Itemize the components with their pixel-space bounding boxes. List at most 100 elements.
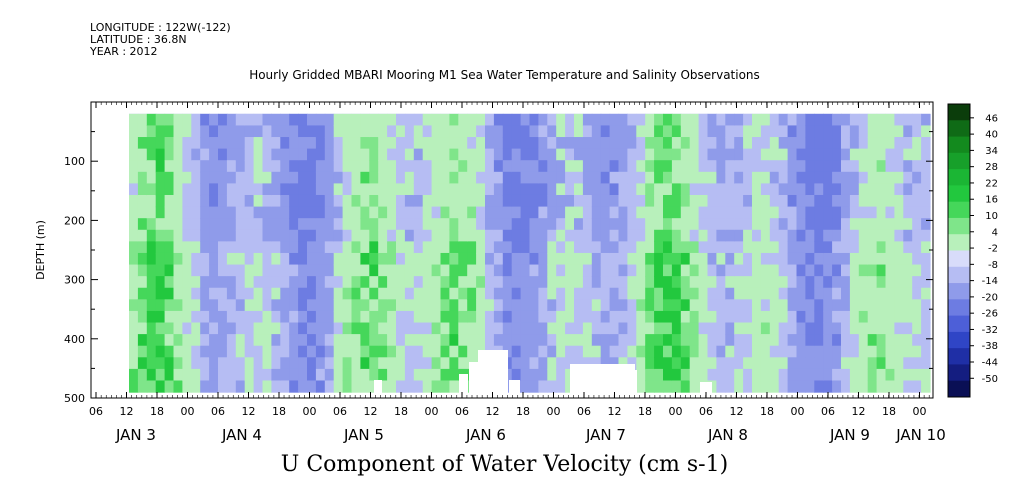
heatmap-cell <box>912 160 922 173</box>
heatmap-cell <box>921 380 931 393</box>
heatmap-cell <box>760 148 771 161</box>
heatmap-cell <box>858 287 869 300</box>
heatmap-cell <box>502 183 513 196</box>
heatmap-cell <box>805 206 815 219</box>
heatmap-cell <box>707 310 717 324</box>
heatmap-cell <box>645 171 655 184</box>
heatmap-cell <box>235 218 246 231</box>
heatmap-cell <box>894 137 904 150</box>
heatmap-cell <box>814 252 824 266</box>
heatmap-cell <box>876 380 887 393</box>
heatmap-cell <box>769 299 780 312</box>
heatmap-cell <box>422 113 433 127</box>
heatmap-cell <box>431 345 442 358</box>
heatmap-cell <box>387 137 397 150</box>
heatmap-cell <box>351 299 361 312</box>
heatmap-cell <box>832 148 842 161</box>
heatmap-cell <box>493 125 504 138</box>
heatmap-cell <box>458 183 468 196</box>
heatmap-cell <box>404 322 415 335</box>
heatmap-cell <box>307 264 317 277</box>
heatmap-cell <box>413 380 424 393</box>
heatmap-cell <box>342 252 353 266</box>
heatmap-cell <box>520 218 531 231</box>
heatmap-cell <box>538 334 548 347</box>
heatmap-cell <box>129 113 139 127</box>
heatmap-cell <box>155 334 166 347</box>
heatmap-cell <box>431 148 442 161</box>
heatmap-cell <box>671 252 682 266</box>
heatmap-cell <box>867 368 878 382</box>
heatmap-cell <box>396 368 406 382</box>
heatmap-cell <box>271 252 281 266</box>
heatmap-cell <box>271 345 281 358</box>
heatmap-cell <box>431 113 442 127</box>
heatmap-cell <box>493 276 504 289</box>
heatmap-cell <box>707 380 717 393</box>
heatmap-cell <box>413 229 424 242</box>
heatmap-cell <box>191 171 201 184</box>
heatmap-cell <box>867 252 878 266</box>
heatmap-cell <box>485 171 495 184</box>
heatmap-cell <box>253 194 264 208</box>
heatmap-cell <box>235 125 246 138</box>
heatmap-cell <box>645 287 655 300</box>
heatmap-cell <box>253 380 264 393</box>
heatmap-cell <box>271 229 281 242</box>
heatmap-cell <box>369 287 379 300</box>
heatmap-cell <box>636 334 646 347</box>
heatmap-cell <box>529 171 539 184</box>
heatmap-cell <box>307 171 317 184</box>
heatmap-cell <box>760 310 771 324</box>
heatmap-cell <box>787 229 798 242</box>
heatmap-cell <box>164 194 175 208</box>
colorbar-swatch <box>948 152 970 170</box>
heatmap-cell <box>218 194 228 208</box>
heatmap-cell <box>476 287 486 300</box>
heatmap-cell <box>823 264 833 277</box>
heatmap-cell <box>805 148 815 161</box>
heatmap-cell <box>529 113 539 127</box>
heatmap-cell <box>591 229 602 242</box>
heatmap-cell <box>663 125 673 138</box>
heatmap-cell <box>493 264 504 277</box>
heatmap-cell <box>218 357 228 370</box>
heatmap-cell <box>253 148 264 161</box>
heatmap-cell <box>609 241 620 254</box>
heatmap-cell <box>636 252 646 266</box>
heatmap-cell <box>404 357 415 370</box>
colorbar-frame <box>947 103 971 398</box>
heatmap-cell <box>805 345 815 358</box>
heatmap-cell <box>396 218 406 231</box>
heatmap-cell <box>271 194 281 208</box>
heatmap-cell <box>876 137 887 150</box>
heatmap-cell <box>155 380 166 393</box>
heatmap-cell <box>627 345 637 358</box>
heatmap-cell <box>796 194 806 208</box>
heatmap-cell <box>351 183 361 196</box>
heatmap-cell <box>894 171 904 184</box>
heatmap-cell <box>315 160 326 173</box>
heatmap-cell <box>280 113 290 127</box>
heatmap-cell <box>262 310 272 324</box>
heatmap-cell <box>885 345 895 358</box>
heatmap-cell <box>636 160 646 173</box>
heatmap-cell <box>698 206 709 219</box>
heatmap-cell <box>476 194 486 208</box>
heatmap-cell <box>582 218 593 231</box>
heatmap-cell <box>885 183 895 196</box>
heatmap-cell <box>769 252 780 266</box>
heatmap-cell <box>324 171 335 184</box>
heatmap-cell <box>226 183 237 196</box>
heatmap-cell <box>226 229 237 242</box>
heatmap-cell <box>698 218 709 231</box>
heatmap-cell <box>787 148 798 161</box>
heatmap-cell <box>538 380 548 393</box>
heatmap-cell <box>431 218 442 231</box>
heatmap-cell <box>654 276 664 289</box>
heatmap-cell <box>351 252 361 266</box>
heatmap-cell <box>903 160 913 173</box>
heatmap-cell <box>903 218 913 231</box>
heatmap-cell <box>449 206 459 219</box>
heatmap-cell <box>262 125 272 138</box>
